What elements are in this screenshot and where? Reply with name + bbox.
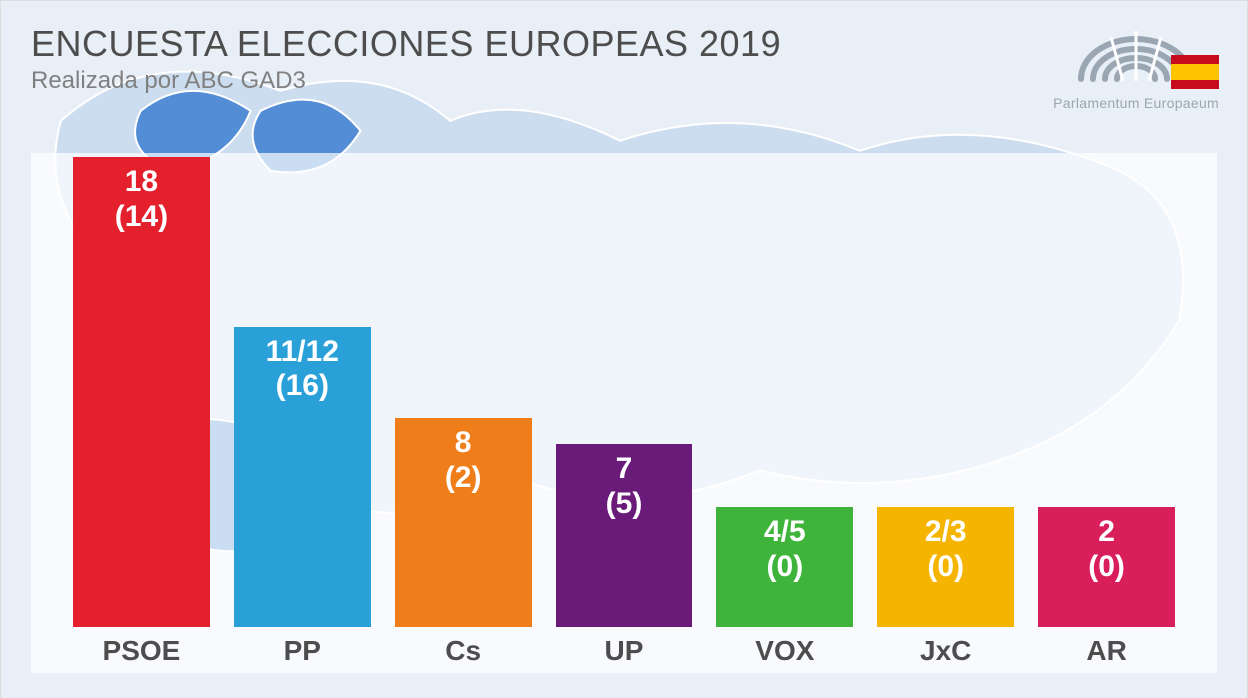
party-name-up: UP bbox=[556, 629, 693, 673]
bar-prev-value: (0) bbox=[1042, 550, 1171, 585]
chart-canvas: ENCUESTA ELECCIONES EUROPEAS 2019 Realiz… bbox=[0, 0, 1248, 698]
party-name-pp: PP bbox=[234, 629, 371, 673]
bar-prev-value: (2) bbox=[399, 461, 528, 496]
bar-col-vox: 4/5(0) bbox=[716, 507, 853, 627]
bar-prev-value: (0) bbox=[881, 550, 1010, 585]
bar-col-psoe: 18(14) bbox=[73, 157, 210, 627]
bar-col-pp: 11/12(16) bbox=[234, 327, 371, 627]
bar-col-ar: 2(0) bbox=[1038, 507, 1175, 627]
bar-col-up: 7(5) bbox=[556, 444, 693, 627]
bar-psoe: 18(14) bbox=[73, 157, 210, 627]
bar-ar: 2(0) bbox=[1038, 507, 1175, 627]
bar-col-jxc: 2/3(0) bbox=[877, 507, 1014, 627]
bar-value-label: 2(0) bbox=[1038, 515, 1175, 584]
bar-value-label: 7(5) bbox=[556, 452, 693, 521]
bar-vox: 4/5(0) bbox=[716, 507, 853, 627]
party-name-ar: AR bbox=[1038, 629, 1175, 673]
bar-value-label: 4/5(0) bbox=[716, 515, 853, 584]
party-name-psoe: PSOE bbox=[73, 629, 210, 673]
spain-flag-icon bbox=[1171, 55, 1219, 89]
bars-row: 18(14)11/12(16)8(2)7(5)4/5(0)2/3(0)2(0) bbox=[51, 153, 1197, 627]
bar-value-label: 18(14) bbox=[73, 165, 210, 234]
eu-parliament-logo: Parlamentum Europaeum bbox=[1053, 19, 1219, 111]
party-name-cs: Cs bbox=[395, 629, 532, 673]
party-names-row: PSOE PP Cs UP VOX JxC AR bbox=[51, 629, 1197, 673]
bar-value: 2/3 bbox=[881, 515, 1010, 550]
bar-jxc: 2/3(0) bbox=[877, 507, 1014, 627]
chart-subtitle: Realizada por ABC GAD3 bbox=[31, 67, 781, 95]
bar-up: 7(5) bbox=[556, 444, 693, 627]
bar-col-cs: 8(2) bbox=[395, 418, 532, 627]
bar-value: 8 bbox=[399, 426, 528, 461]
bar-prev-value: (0) bbox=[720, 550, 849, 585]
bar-value: 4/5 bbox=[720, 515, 849, 550]
bar-value: 18 bbox=[77, 165, 206, 200]
logo-caption: Parlamentum Europaeum bbox=[1053, 95, 1219, 111]
bar-value-label: 8(2) bbox=[395, 426, 532, 495]
bar-prev-value: (16) bbox=[238, 369, 367, 404]
bar-cs: 8(2) bbox=[395, 418, 532, 627]
party-name-vox: VOX bbox=[716, 629, 853, 673]
bar-value: 2 bbox=[1042, 515, 1171, 550]
bar-value: 7 bbox=[560, 452, 689, 487]
bar-prev-value: (14) bbox=[77, 200, 206, 235]
bar-pp: 11/12(16) bbox=[234, 327, 371, 627]
bar-value-label: 2/3(0) bbox=[877, 515, 1014, 584]
bar-value: 11/12 bbox=[238, 335, 367, 370]
bar-value-label: 11/12(16) bbox=[234, 335, 371, 404]
chart-header: ENCUESTA ELECCIONES EUROPEAS 2019 Realiz… bbox=[31, 23, 781, 95]
chart-title: ENCUESTA ELECCIONES EUROPEAS 2019 bbox=[31, 23, 781, 65]
bar-prev-value: (5) bbox=[560, 487, 689, 522]
bar-chart: 18(14)11/12(16)8(2)7(5)4/5(0)2/3(0)2(0) … bbox=[31, 153, 1217, 673]
party-name-jxc: JxC bbox=[877, 629, 1014, 673]
